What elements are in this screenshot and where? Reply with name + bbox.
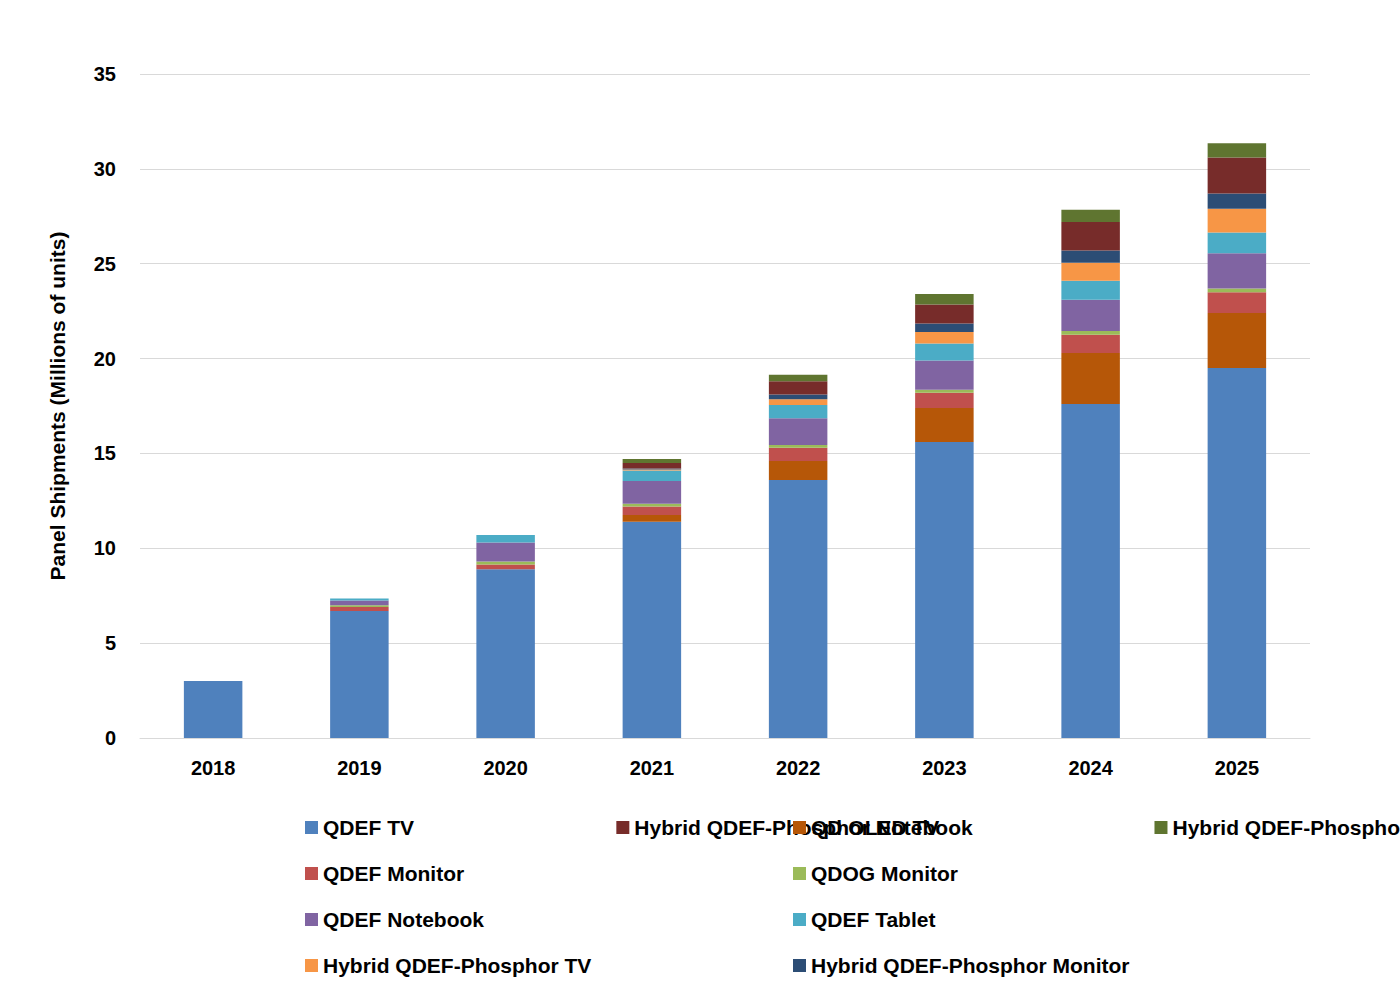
svg-text:QDOG Monitor: QDOG Monitor xyxy=(811,862,958,885)
svg-text:2018: 2018 xyxy=(191,757,236,779)
svg-text:35: 35 xyxy=(94,63,116,85)
svg-text:QDEF Tablet: QDEF Tablet xyxy=(811,908,935,931)
svg-text:2023: 2023 xyxy=(922,757,967,779)
svg-text:25: 25 xyxy=(94,253,116,275)
svg-text:0: 0 xyxy=(105,727,116,749)
svg-text:QDEF TV: QDEF TV xyxy=(323,816,414,839)
svg-text:2024: 2024 xyxy=(1068,757,1113,779)
svg-text:30: 30 xyxy=(94,158,116,180)
svg-text:Hybrid QDEF-Phosphor TV: Hybrid QDEF-Phosphor TV xyxy=(323,954,591,977)
svg-text:20: 20 xyxy=(94,348,116,370)
svg-text:15: 15 xyxy=(94,442,116,464)
svg-text:5: 5 xyxy=(105,632,116,654)
svg-text:Hybrid QDEF-Phosphor Tablet: Hybrid QDEF-Phosphor Tablet xyxy=(1172,816,1400,839)
svg-text:QD OLED TV: QD OLED TV xyxy=(811,816,939,839)
svg-text:QDEF Monitor: QDEF Monitor xyxy=(323,862,464,885)
svg-text:2021: 2021 xyxy=(630,757,675,779)
svg-text:10: 10 xyxy=(94,537,116,559)
svg-text:2022: 2022 xyxy=(776,757,821,779)
svg-text:QDEF Notebook: QDEF Notebook xyxy=(323,908,484,931)
svg-text:Panel Shipments (Millions of u: Panel Shipments (Millions of units) xyxy=(46,232,69,581)
svg-text:Hybrid QDEF-Phosphor Monitor: Hybrid QDEF-Phosphor Monitor xyxy=(811,954,1129,977)
svg-text:Hybrid QDEF-Phosphor Notebook: Hybrid QDEF-Phosphor Notebook xyxy=(634,816,973,839)
svg-text:2019: 2019 xyxy=(337,757,382,779)
svg-text:2020: 2020 xyxy=(483,757,528,779)
svg-text:2025: 2025 xyxy=(1215,757,1260,779)
